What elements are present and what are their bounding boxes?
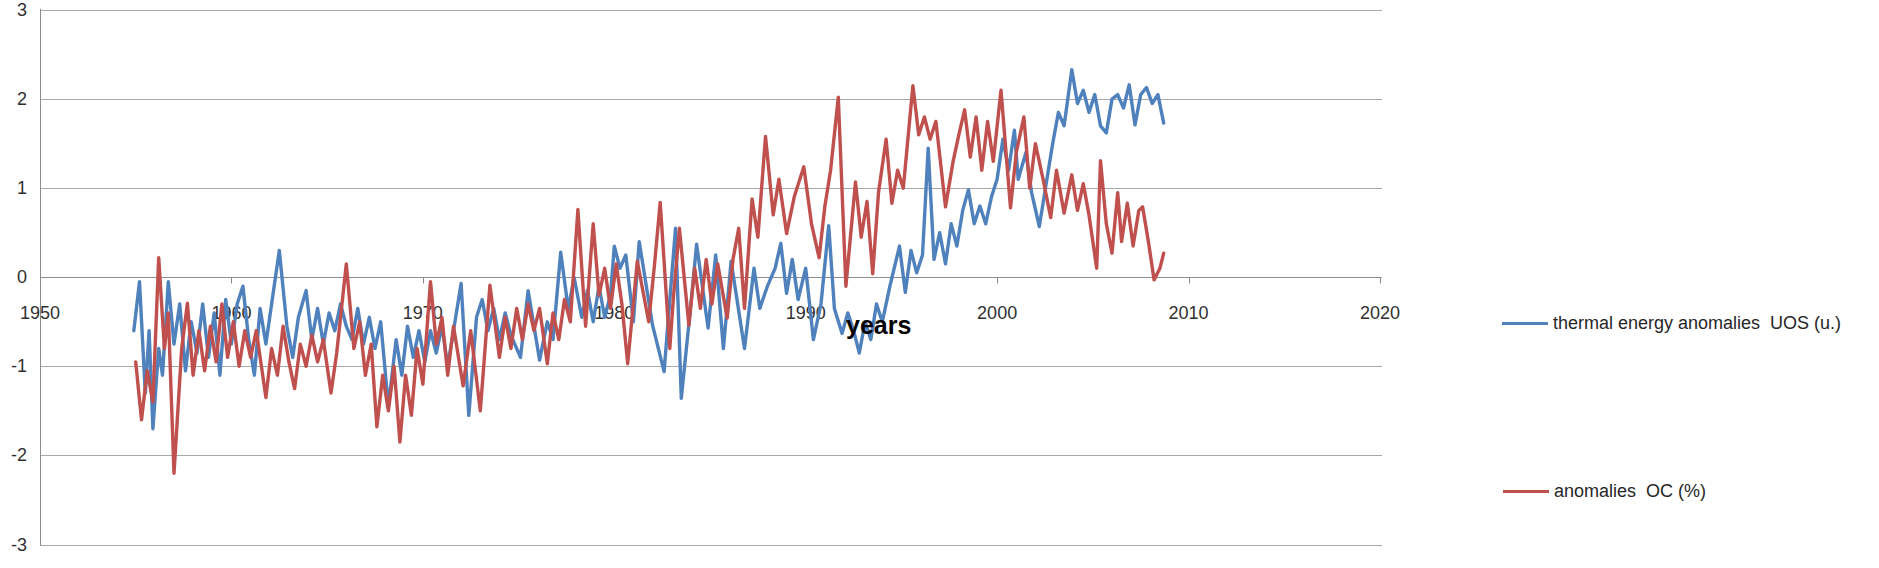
y-tick-label--1: -1 (11, 356, 27, 376)
series-line-0 (134, 70, 1164, 429)
x-tick-label-2000: 2000 (977, 303, 1017, 323)
y-tick-label-0: 0 (17, 267, 27, 287)
y-tick-label--2: -2 (11, 445, 27, 465)
x-tick-label-2010: 2010 (1169, 303, 1209, 323)
y-tick-label-1: 1 (17, 178, 27, 198)
legend-line-sample-red (1503, 490, 1549, 493)
x-tick-label-1980: 1980 (594, 303, 634, 323)
x-tick-label-1950: 1950 (20, 303, 60, 323)
x-tick-label-2020: 2020 (1360, 303, 1400, 323)
line-chart: 3210-1-2-3195019601970198019902000201020… (0, 0, 1879, 568)
x-tick-label-1970: 1970 (403, 303, 443, 323)
series-line-1 (136, 86, 1164, 474)
y-tick-label-3: 3 (17, 0, 27, 20)
y-tick-label-2: 2 (17, 89, 27, 109)
y-tick-label--3: -3 (11, 535, 27, 555)
legend-item-oc: anomalies OC (%) (1503, 480, 1706, 502)
legend-item-uos: thermal energy anomalies UOS (u.) (1502, 312, 1841, 334)
legend-label-uos: thermal energy anomalies UOS (u.) (1553, 313, 1841, 334)
legend-line-sample-blue (1502, 322, 1548, 325)
x-axis-title: years (846, 311, 911, 340)
legend-label-oc: anomalies OC (%) (1554, 481, 1706, 502)
